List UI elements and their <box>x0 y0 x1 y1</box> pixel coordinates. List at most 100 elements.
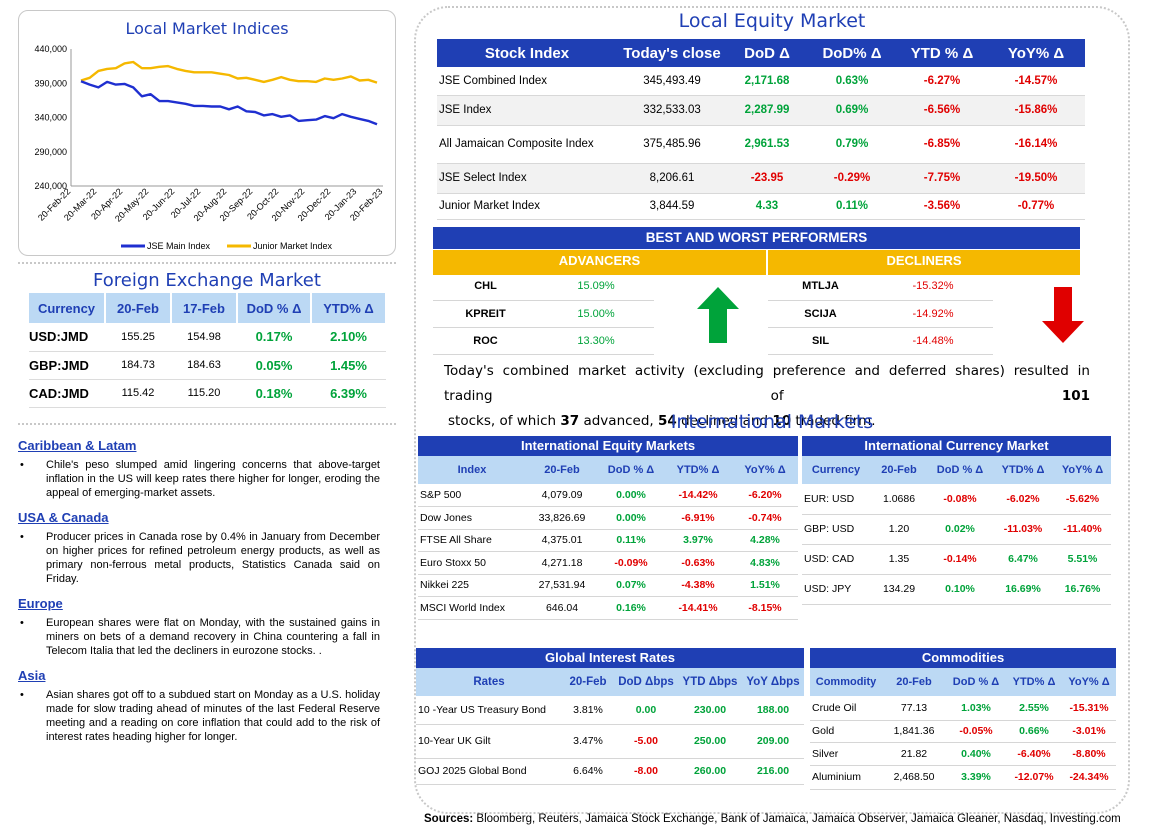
column-header: YTD% Δ <box>311 293 387 323</box>
fx-header-row: Currency 20-Feb 17-Feb DoD % Δ YTD% Δ <box>29 293 387 323</box>
news-body: • Producer prices in Canada rose by 0.4% … <box>18 530 380 586</box>
table-row: MTLJA -15.32% <box>768 273 993 301</box>
table-cell: 1.0686 <box>870 484 928 515</box>
market-activity-summary: Today's combined market activity (exclud… <box>444 359 1094 434</box>
row-label: Dow Jones <box>418 506 526 530</box>
column-header: YTD% Δ <box>1001 464 1045 476</box>
row-label: 10 -Year US Treasury Bond <box>416 696 562 725</box>
table-cell: 0.40% <box>946 742 1006 766</box>
table-cell: -0.74% <box>732 506 798 530</box>
row-label: MSCI World Index <box>418 596 526 620</box>
sources-line: Sources: Bloomberg, Reuters, Jamaica Sto… <box>424 813 1144 825</box>
sources-label: Sources: <box>424 813 474 825</box>
table-cell: 216.00 <box>742 758 804 785</box>
table-cell: -11.03% <box>992 514 1054 545</box>
percent-change: 15.00% <box>538 300 654 328</box>
table-cell: 1.20 <box>870 514 928 545</box>
table-cell: 0.02% <box>928 514 992 545</box>
fx-table-wrap: Currency 20-Feb 17-Feb DoD % Δ YTD% Δ USD:JM… <box>29 293 387 408</box>
row-label: FTSE All Share <box>418 529 526 552</box>
table-cell: 0.10% <box>928 574 992 605</box>
table-cell: 3,844.59 <box>617 193 727 220</box>
table-cell: -0.63% <box>664 551 732 575</box>
table-cell: -8.15% <box>732 596 798 620</box>
table-cell: 188.00 <box>742 696 804 725</box>
declined-count: 54 <box>658 413 677 429</box>
table-cell: 0.18% <box>237 379 311 408</box>
intl-equity-title: International Equity Markets <box>418 436 798 456</box>
index-name: JSE Combined Index <box>437 67 617 96</box>
column-header: DoD % Δ <box>237 293 312 323</box>
table-cell: -16.14% <box>987 125 1085 164</box>
y-tick-label: 440,000 <box>34 44 67 54</box>
fx-title: Foreign Exchange Market <box>93 270 321 291</box>
percent-change: 15.09% <box>538 273 654 301</box>
table-row: EUR: USD 1.0686 -0.08% -6.02% -5.62% <box>802 484 1111 515</box>
column-header: Currency <box>29 293 106 323</box>
table-cell: -0.08% <box>928 484 992 515</box>
column-header: Commodity <box>815 676 877 688</box>
table-cell: 4,079.09 <box>526 484 598 507</box>
local-equity-table: Stock Index Today's close DoD Δ DoD% Δ YTD %… <box>437 39 1085 220</box>
ticker: SCIJA <box>768 300 873 328</box>
rates-wrap: Global Interest Rates Rates 20-Feb DoD Δbp… <box>416 648 804 785</box>
table-cell: -6.02% <box>992 484 1054 515</box>
intl-equity-header-row: Index 20-Feb DoD % Δ YTD% Δ YoY% Δ <box>418 456 798 484</box>
advancers-header: ADVANCERS <box>433 250 766 275</box>
table-row: USD: JPY 134.29 0.10% 16.69% 16.76% <box>802 574 1111 605</box>
table-row: MSCI World Index 646.04 0.16% -14.41% -8.15% <box>418 596 798 620</box>
bullet-icon: • <box>20 531 24 543</box>
table-cell: -4.38% <box>664 574 732 597</box>
table-cell: -0.77% <box>987 193 1085 220</box>
advanced-count: 37 <box>560 413 580 429</box>
up-arrow-icon <box>697 287 739 343</box>
table-cell: 1.35 <box>870 544 928 575</box>
rates-header-row: Rates 20-Feb DoD Δbps YTD Δbps YoY Δbps <box>416 668 804 696</box>
column-header: 20-Feb <box>105 293 172 323</box>
column-header: 20-Feb <box>896 676 932 688</box>
table-cell: -3.01% <box>1062 720 1116 743</box>
column-header: DoD Δ <box>744 44 790 62</box>
table-cell: -23.95 <box>727 163 807 194</box>
y-tick-label: 290,000 <box>34 147 67 157</box>
row-label: S&P 500 <box>418 484 526 507</box>
table-row: 10-Year UK Gilt 3.47% -5.00 250.00 209.00 <box>416 724 804 759</box>
rates-title: Global Interest Rates <box>416 648 804 668</box>
table-row: Junior Market Index 3,844.59 4.33 0.11% -3.5… <box>437 193 1085 220</box>
table-row: Aluminium 2,468.50 3.39% -12.07% -24.34% <box>810 765 1116 790</box>
decliners-header: DECLINERS <box>768 250 1080 275</box>
currency-pair: GBP:JMD <box>29 351 105 380</box>
table-row: SIL -14.48% <box>768 327 993 355</box>
column-header: DoD % Δ <box>607 464 655 476</box>
column-header: Stock Index <box>484 44 570 62</box>
table-cell: -15.31% <box>1062 696 1116 721</box>
news-heading: USA & Canada <box>18 510 109 525</box>
table-cell: 33,826.69 <box>526 506 598 530</box>
ticker: SIL <box>768 327 873 355</box>
summary-text: advanced, <box>579 413 659 429</box>
table-cell: 1.45% <box>311 351 386 380</box>
table-cell: 1.51% <box>732 574 798 597</box>
news-text: European shares were flat on Monday, wit… <box>46 617 380 657</box>
table-cell: 1,841.36 <box>882 720 946 743</box>
table-cell: -5.00 <box>614 724 678 759</box>
table-row: USD:JMD 155.25 154.98 0.17% 2.10% <box>29 323 386 352</box>
advancers-table-wrap: CHL 15.09% KPREIT 15.00% ROC 13.30% <box>433 273 654 355</box>
table-row: CAD:JMD 115.42 115.20 0.18% 6.39% <box>29 379 386 408</box>
table-cell: 0.00% <box>598 506 664 530</box>
firm-count: 10 <box>772 413 792 429</box>
table-cell: 0.66% <box>1006 720 1062 743</box>
table-cell: 27,531.94 <box>526 574 598 597</box>
table-cell: 0.17% <box>237 323 311 352</box>
fx-table: Currency 20-Feb 17-Feb DoD % Δ YTD% Δ USD:JM… <box>29 293 387 408</box>
column-header: YoY% Δ <box>1061 464 1104 476</box>
table-row: All Jamaican Composite Index 375,485.96 2,… <box>437 125 1085 164</box>
table-cell: 115.20 <box>171 379 237 408</box>
table-cell: 230.00 <box>678 696 742 725</box>
column-header: 20-Feb <box>881 464 917 476</box>
ticker: ROC <box>433 327 538 355</box>
table-row: USD: CAD 1.35 -0.14% 6.47% 5.51% <box>802 544 1111 575</box>
news-body: • Asian shares got off to a subdued start… <box>18 688 380 744</box>
commodities-wrap: Commodities Commodity 20-Feb DoD % Δ YTD% Δ… <box>810 648 1116 790</box>
news-section: Caribbean & Latam • Chile's peso slumped a… <box>18 438 380 754</box>
